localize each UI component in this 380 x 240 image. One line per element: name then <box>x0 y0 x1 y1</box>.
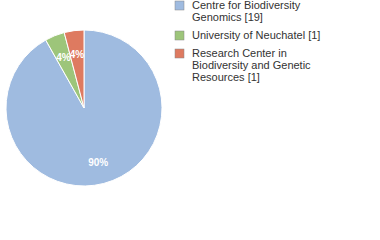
legend-swatch <box>175 31 184 40</box>
legend-label: Centre for BiodiversityGenomics [19] <box>192 0 301 23</box>
data-label: 4% <box>70 49 85 60</box>
chart: 90% 4%4% Centre for BiodiversityGenomics [… <box>0 0 380 240</box>
legend: Centre for BiodiversityGenomics [19] Univ… <box>175 0 320 83</box>
legend-label: Research Center inBiodiversity and Genet… <box>192 47 311 83</box>
data-label: 90% <box>88 157 108 168</box>
pie-slice <box>6 30 162 186</box>
pie-slice <box>64 30 84 108</box>
slices <box>6 30 162 186</box>
data-label: 4% <box>56 52 71 63</box>
legend-swatch <box>175 49 184 58</box>
legend-label: University of Neuchatel [1] <box>192 29 320 41</box>
legend-swatch <box>175 1 184 10</box>
